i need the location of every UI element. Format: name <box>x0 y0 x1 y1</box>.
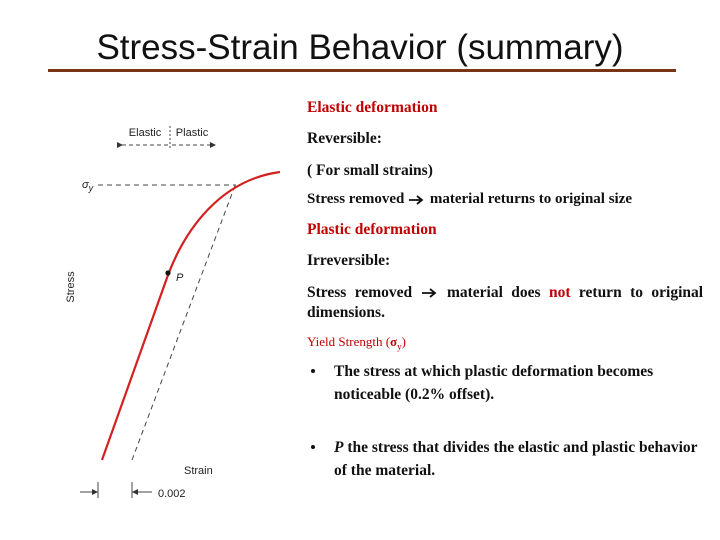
title-rule <box>48 69 676 72</box>
reversible: Reversible: <box>307 130 382 147</box>
arrow-icon <box>409 194 424 205</box>
elastic-removed: Stress removed material returns to origi… <box>307 191 633 207</box>
plastic-label: Plastic <box>176 127 209 139</box>
elastic-heading: Elastic deformation <box>307 99 438 116</box>
yield-strength: Yield Strength (σy) <box>307 334 406 352</box>
irreversible: Irreversible: <box>307 252 391 269</box>
bullet-list: The stress at which plastic deformation … <box>307 360 707 512</box>
bullet: P the stress that divides the elastic an… <box>307 436 707 482</box>
sigma-label: σy <box>82 179 94 193</box>
elastic-label: Elastic <box>129 127 162 139</box>
arrow-icon <box>421 288 436 299</box>
title: Stress-Strain Behavior (summary) <box>96 28 624 67</box>
p-label: P <box>176 272 184 284</box>
strain-label: Strain <box>184 465 213 477</box>
plastic-removed: Stress removed material does not return … <box>307 284 704 321</box>
stress-strain-curve <box>100 170 281 461</box>
point-p <box>165 270 171 276</box>
stress-label: Stress <box>65 271 77 303</box>
small-strains: ( For small strains) <box>307 162 433 179</box>
diagram: Elastic Plastic σy P Stress Strain 0.002 <box>65 126 281 500</box>
bullet: The stress at which plastic deformation … <box>307 360 707 406</box>
offset-label: 0.002 <box>158 488 186 500</box>
offset-line <box>131 182 237 461</box>
plastic-heading: Plastic deformation <box>307 221 437 238</box>
